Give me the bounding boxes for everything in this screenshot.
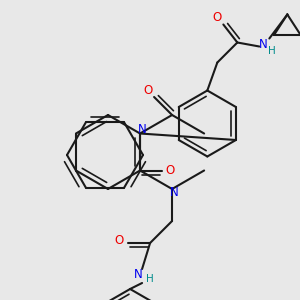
Text: O: O (165, 164, 175, 177)
Text: H: H (268, 46, 276, 56)
Text: O: O (143, 85, 153, 98)
Text: O: O (115, 235, 124, 248)
Text: N: N (170, 187, 178, 200)
Text: N: N (259, 38, 268, 51)
Text: N: N (134, 268, 142, 281)
Text: H: H (146, 274, 154, 284)
Text: O: O (213, 11, 222, 24)
Text: N: N (138, 123, 146, 136)
